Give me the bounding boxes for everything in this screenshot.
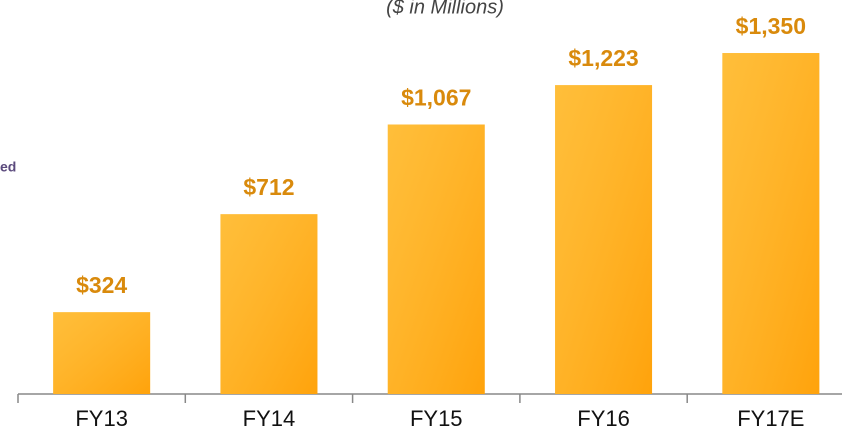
value-label: $1,223 xyxy=(568,45,638,71)
annotation: ed xyxy=(0,159,16,175)
bar-shade xyxy=(722,53,820,395)
value-label: $712 xyxy=(243,174,294,200)
value-label: $324 xyxy=(76,272,127,298)
x-tick-label: FY14 xyxy=(243,406,296,431)
bar-shade xyxy=(53,312,151,394)
value-label: $1,350 xyxy=(736,13,806,39)
chart-subtitle: ($ in Millions) xyxy=(386,0,504,18)
value-label: $1,067 xyxy=(401,85,471,111)
x-tick-label: FY15 xyxy=(410,406,463,431)
x-tick-label: FY16 xyxy=(577,406,630,431)
bar-shade xyxy=(555,85,653,395)
x-tick-label: FY17E xyxy=(737,406,804,431)
bar-shade xyxy=(220,214,318,394)
bar-shade xyxy=(387,124,485,394)
x-tick-label: FY13 xyxy=(75,406,128,431)
